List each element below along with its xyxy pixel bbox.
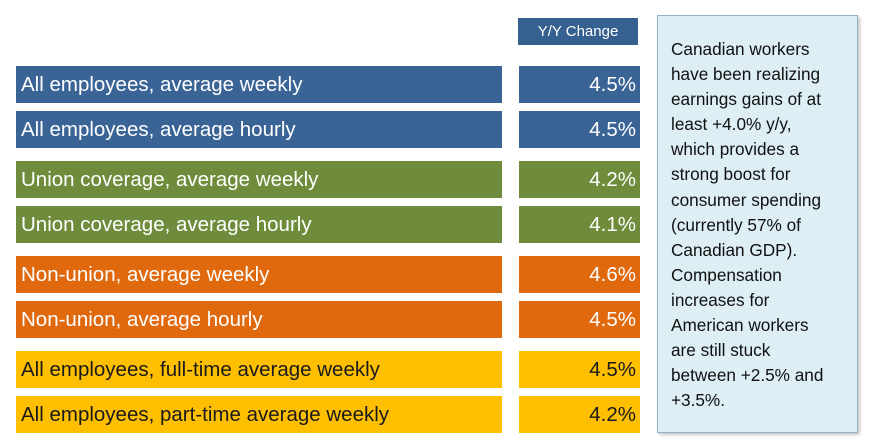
yoy-change-header: Y/Y Change: [518, 18, 638, 45]
row-label: All employees, average hourly: [16, 111, 502, 148]
row-label: Union coverage, average weekly: [16, 161, 502, 198]
row-value: 4.2%: [519, 161, 640, 198]
row-value: 4.5%: [519, 111, 640, 148]
row-value: 4.2%: [519, 396, 640, 433]
row-value: 4.6%: [519, 256, 640, 293]
row-value: 4.5%: [519, 301, 640, 338]
row-value: 4.1%: [519, 206, 640, 243]
row-label: All employees, part-time average weekly: [16, 396, 502, 433]
row-label: All employees, full-time average weekly: [16, 351, 502, 388]
commentary-text: Canadian workers have been realizing ear…: [671, 39, 824, 411]
row-value: 4.5%: [519, 66, 640, 103]
row-label: Non-union, average hourly: [16, 301, 502, 338]
row-label: All employees, average weekly: [16, 66, 502, 103]
row-value: 4.5%: [519, 351, 640, 388]
row-label: Non-union, average weekly: [16, 256, 502, 293]
commentary-callout: Canadian workers have been realizing ear…: [657, 15, 858, 433]
row-label: Union coverage, average hourly: [16, 206, 502, 243]
